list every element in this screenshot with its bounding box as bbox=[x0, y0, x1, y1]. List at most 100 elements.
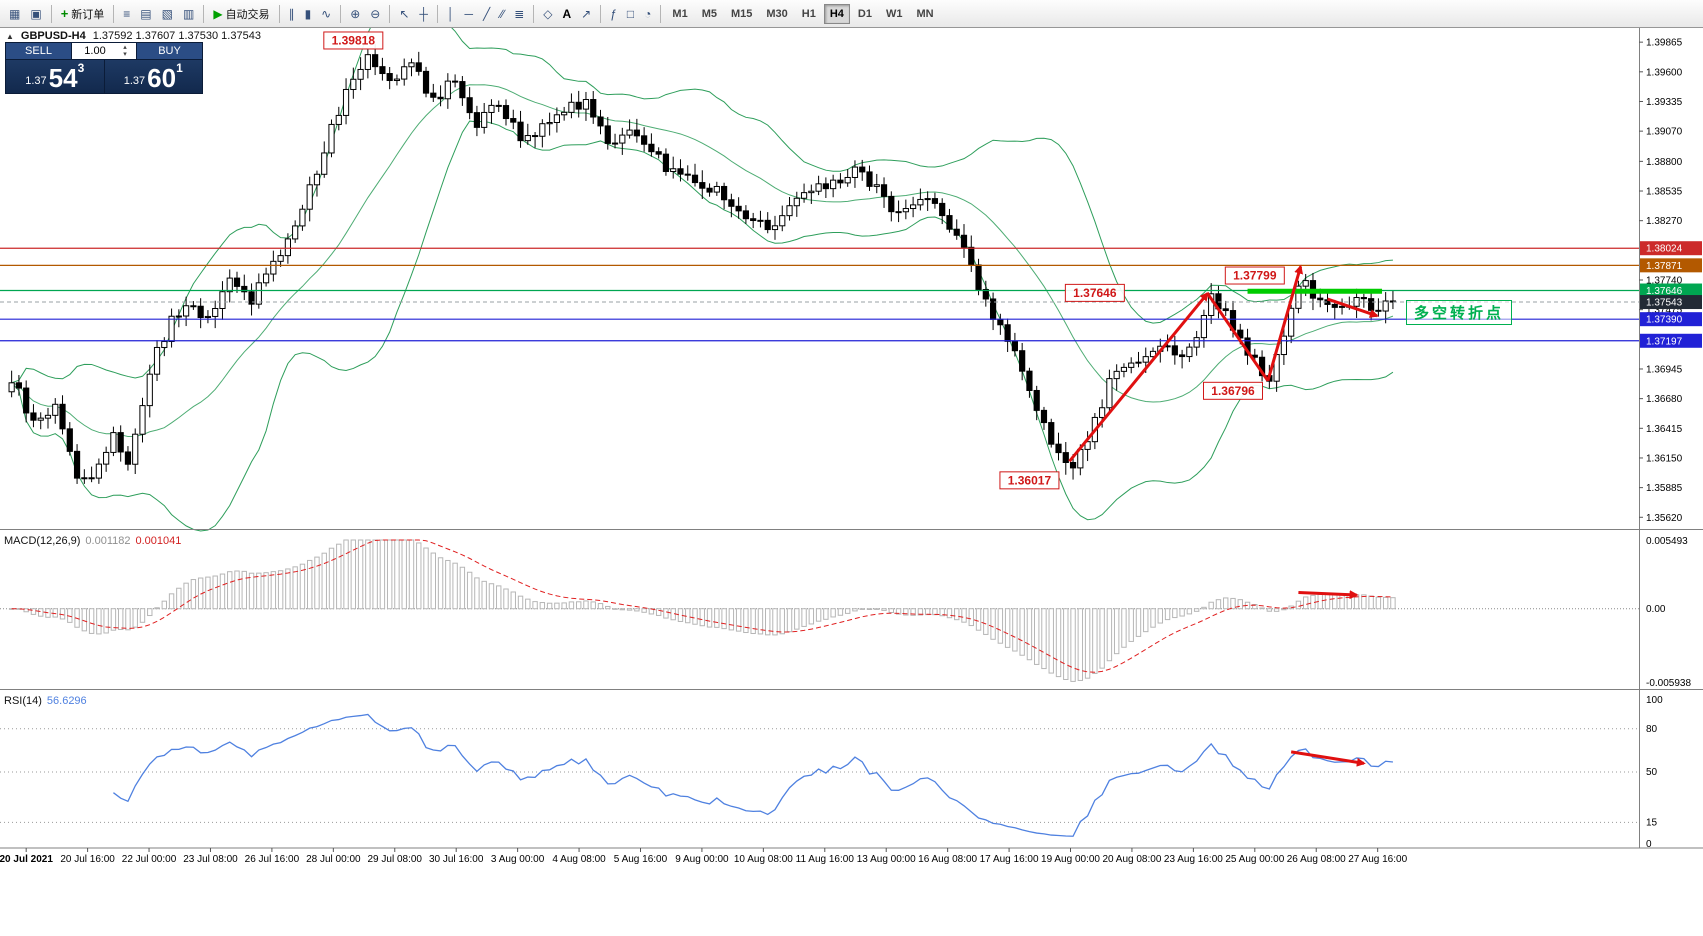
navigator-icon[interactable]: ▧ bbox=[157, 3, 178, 25]
ohlc-values: 1.37592 1.37607 1.37530 1.37543 bbox=[92, 30, 261, 42]
shapes-icon: ◇ bbox=[543, 6, 553, 21]
trade-panel-divider bbox=[103, 60, 105, 93]
zoom-out-icon[interactable]: ⊖ bbox=[365, 3, 385, 25]
svg-text:100: 100 bbox=[1646, 695, 1663, 706]
sell-price-sup: 3 bbox=[77, 61, 85, 75]
trend-arrow[interactable] bbox=[1206, 292, 1270, 382]
shapes-icon[interactable]: ◇ bbox=[538, 3, 557, 25]
sell-price[interactable]: 1.37 54 3 bbox=[6, 60, 104, 93]
timeframe-w1-button[interactable]: W1 bbox=[880, 4, 909, 24]
price-label-annotation[interactable]: 1.37799 bbox=[1224, 266, 1285, 285]
cursor-icon[interactable]: ↖ bbox=[394, 3, 414, 25]
timeframe-m5-button[interactable]: M5 bbox=[696, 4, 723, 24]
svg-text:27 Aug 16:00: 27 Aug 16:00 bbox=[1348, 854, 1407, 865]
trend-arrow[interactable] bbox=[1327, 297, 1379, 318]
fibonacci-icon[interactable]: ≣ bbox=[509, 3, 529, 25]
svg-text:1.37799: 1.37799 bbox=[1233, 269, 1277, 283]
trendline-icon[interactable]: ╱ bbox=[478, 3, 495, 25]
macd-title: MACD(12,26,9) bbox=[4, 535, 81, 547]
trend-arrow[interactable] bbox=[1266, 264, 1304, 382]
toolbar-separator bbox=[436, 4, 438, 23]
svg-text:20 Jul 16:00: 20 Jul 16:00 bbox=[60, 854, 115, 865]
price-label-annotation[interactable]: 1.37646 bbox=[1064, 283, 1125, 302]
timeframe-m1-button[interactable]: M1 bbox=[666, 4, 693, 24]
svg-text:80: 80 bbox=[1646, 724, 1658, 735]
terminal-icon[interactable]: ▥ bbox=[178, 3, 199, 25]
toolbar-separator bbox=[203, 4, 205, 23]
bars-chart-icon[interactable]: ∥ bbox=[284, 3, 300, 25]
data-window-icon[interactable]: ▤ bbox=[135, 3, 156, 25]
svg-text:50: 50 bbox=[1646, 767, 1658, 778]
price-label-annotation[interactable]: 1.36796 bbox=[1202, 381, 1263, 400]
svg-text:1.39818: 1.39818 bbox=[332, 33, 376, 47]
horizontal-price-lines[interactable] bbox=[0, 247, 1639, 342]
timeframe-d1-button[interactable]: D1 bbox=[852, 4, 878, 24]
period-icon[interactable]: ◔ bbox=[639, 3, 656, 25]
channel-icon[interactable]: ∕∕ bbox=[495, 3, 509, 25]
chart-canvas[interactable]: 1.398181.376461.377991.367961.360171.398… bbox=[0, 28, 1703, 936]
buy-price[interactable]: 1.37 60 1 bbox=[105, 60, 203, 93]
chart-window: 1.39818 1.37646 1.37799 1.36796 1.36017 1.398… bbox=[0, 28, 1703, 936]
svg-text:17 Aug 16:00: 17 Aug 16:00 bbox=[980, 854, 1039, 865]
line-chart-icon: ∿ bbox=[321, 6, 332, 21]
vertical-line-icon[interactable]: │ bbox=[442, 3, 460, 25]
toolbar-separator bbox=[389, 4, 391, 23]
toolbar: ▦ ▣ + 新订单 ≡ ▤ ▧ ▥ ▶ 自动交易 ∥ ▮ ∿ ⊕ ⊖ ↖ ┼ │ ─ ╱ ∕∕ ≣ ◇ A ↗ ƒ □ ◔ M1 M5 M1… bbox=[0, 0, 1703, 28]
crosshair-icon[interactable]: ┼ bbox=[414, 3, 433, 25]
timeframe-h4-button[interactable]: H4 bbox=[823, 3, 850, 24]
text-icon[interactable]: A bbox=[558, 3, 577, 25]
collapse-trade-panel-icon[interactable]: ▲ bbox=[6, 31, 14, 41]
macd-panel bbox=[0, 539, 1639, 682]
auto-trading-button[interactable]: ▶ 自动交易 bbox=[208, 3, 274, 25]
toolbar-separator bbox=[113, 4, 115, 23]
svg-text:1.37197: 1.37197 bbox=[1646, 336, 1683, 347]
trend-arrow[interactable] bbox=[1290, 750, 1366, 767]
toolbar-separator bbox=[278, 4, 280, 23]
turning-point-note[interactable]: 多空转折点 bbox=[1406, 300, 1513, 325]
timeframe-m15-button[interactable]: M15 bbox=[725, 4, 758, 24]
price-scale[interactable]: 1.39865 1.39600 1.39335 1.39070 1.38800 1.385… bbox=[1639, 28, 1702, 850]
tile-windows-icon[interactable]: ▣ bbox=[25, 3, 46, 25]
timeframe-h1-button[interactable]: H1 bbox=[796, 4, 822, 24]
trend-arrow[interactable] bbox=[1068, 291, 1209, 463]
sell-button[interactable]: SELL bbox=[6, 43, 71, 59]
templates-icon[interactable]: □ bbox=[622, 3, 639, 25]
charts-grid-icon[interactable]: ▦ bbox=[4, 3, 25, 25]
charts-grid-icon: ▦ bbox=[9, 6, 21, 21]
toolbar-separator bbox=[600, 4, 602, 23]
toolbar-separator bbox=[50, 4, 52, 23]
timeframe-m30-button[interactable]: M30 bbox=[760, 4, 793, 24]
trend-arrow[interactable] bbox=[1298, 590, 1359, 600]
time-scale[interactable]: 20 Jul 2021 20 Jul 16:00 22 Jul 00:00 23 Ju… bbox=[0, 847, 1703, 865]
price-label-annotation[interactable]: 1.39818 bbox=[323, 31, 384, 50]
price-label-annotation[interactable]: 1.36017 bbox=[999, 471, 1060, 490]
market-watch-icon: ≡ bbox=[123, 6, 131, 21]
svg-text:1.39335: 1.39335 bbox=[1646, 97, 1683, 108]
indicators-icon[interactable]: ƒ bbox=[605, 3, 622, 25]
svg-text:1.39865: 1.39865 bbox=[1646, 38, 1683, 49]
svg-text:1.36150: 1.36150 bbox=[1646, 453, 1683, 464]
volume-down-icon[interactable]: ▾ bbox=[123, 51, 127, 58]
line-chart-icon[interactable]: ∿ bbox=[316, 3, 336, 25]
volume-up-icon[interactable]: ▴ bbox=[123, 44, 127, 51]
svg-text:10 Aug 08:00: 10 Aug 08:00 bbox=[734, 854, 793, 865]
svg-text:9 Aug 00:00: 9 Aug 00:00 bbox=[675, 854, 729, 865]
sell-price-small: 1.37 bbox=[25, 75, 47, 87]
cursor-icon: ↖ bbox=[399, 6, 410, 21]
timeframe-mn-button[interactable]: MN bbox=[910, 4, 939, 24]
arrows-icon[interactable]: ↗ bbox=[576, 3, 596, 25]
svg-text:30 Jul 16:00: 30 Jul 16:00 bbox=[429, 854, 484, 865]
svg-text:1.36017: 1.36017 bbox=[1008, 473, 1052, 487]
chart-annotations[interactable]: 1.39818 1.37646 1.37799 1.36796 1.36017 bbox=[323, 31, 1383, 767]
volume-input[interactable] bbox=[72, 43, 118, 59]
new-order-button[interactable]: + 新订单 bbox=[56, 3, 110, 25]
buy-price-big: 60 bbox=[147, 63, 177, 93]
market-watch-icon[interactable]: ≡ bbox=[118, 3, 135, 25]
zoom-in-icon[interactable]: ⊕ bbox=[345, 3, 365, 25]
svg-text:1.37390: 1.37390 bbox=[1646, 315, 1683, 326]
buy-button[interactable]: BUY bbox=[137, 43, 202, 59]
templates-icon: □ bbox=[626, 6, 635, 21]
svg-text:1.36796: 1.36796 bbox=[1211, 384, 1255, 398]
horizontal-line-icon[interactable]: ─ bbox=[459, 3, 478, 25]
candles-chart-icon[interactable]: ▮ bbox=[300, 3, 317, 25]
